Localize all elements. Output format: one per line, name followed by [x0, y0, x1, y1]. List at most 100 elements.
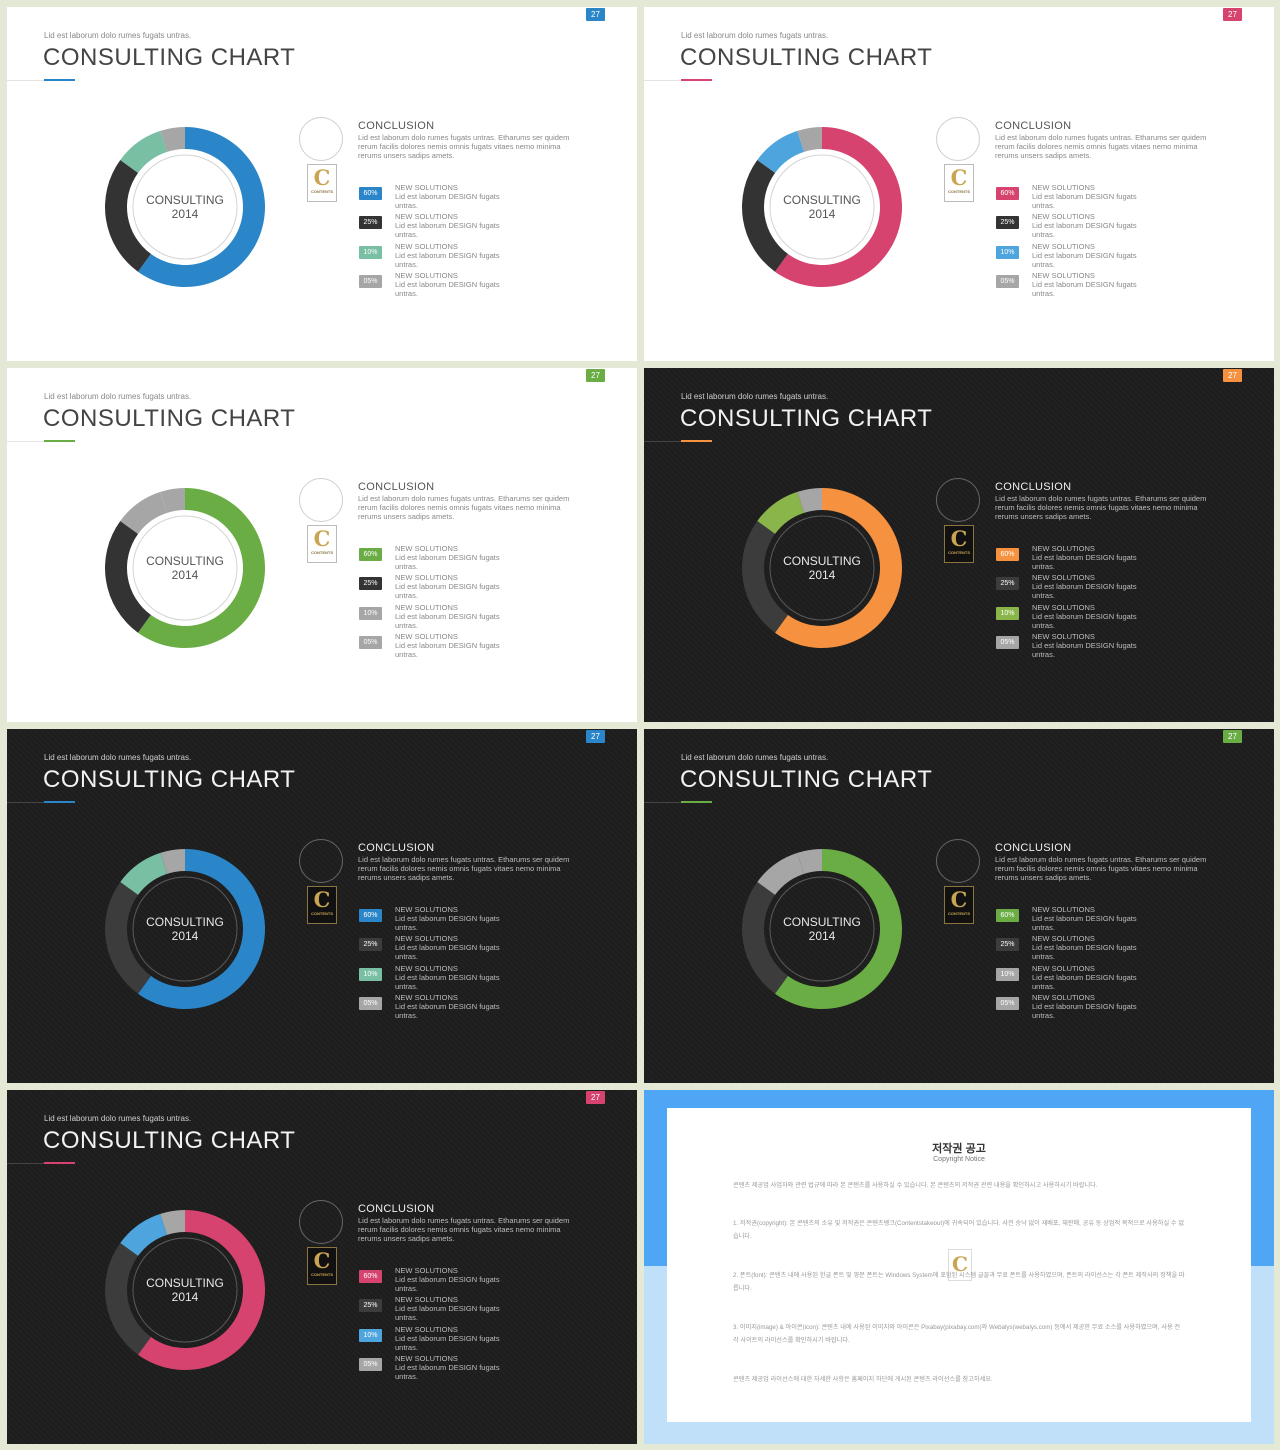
donut-center-label: CONSULTING 2014: [752, 915, 892, 943]
legend-item-text: Lid est laborum DESIGN fugats untras.: [395, 553, 500, 571]
title-underline: [7, 80, 75, 81]
notice-title: 저작권 공고: [932, 1143, 986, 1155]
legend-item: 60% NEW SOLUTIONS Lid est laborum DESIGN f…: [358, 905, 568, 934]
legend-item: 60% NEW SOLUTIONS Lid est laborum DESIGN f…: [995, 905, 1205, 934]
title-accent-bar: [44, 79, 75, 81]
donut-segment: [757, 130, 805, 173]
logo-circle: [299, 478, 343, 522]
legend-item-title: NEW SOLUTIONS: [395, 631, 458, 641]
donut-segment: [120, 491, 168, 534]
donut-segment: [774, 488, 903, 648]
legend-item-text: Lid est laborum DESIGN fugats untras.: [1032, 611, 1137, 630]
contents-logo: C CONTENTS: [307, 525, 337, 563]
legend-item-title: NEW SOLUTIONS: [1032, 963, 1095, 973]
legend-item: 05% NEW SOLUTIONS Lid est laborum DESIGN f…: [995, 993, 1205, 1022]
legend-item-title: NEW SOLUTIONS: [395, 934, 458, 944]
donut-segment: [160, 488, 185, 513]
legend-percent-badge: 10%: [359, 1328, 382, 1342]
legend-item-title: NEW SOLUTIONS: [1032, 183, 1095, 192]
title-accent-bar: [681, 440, 712, 442]
chart-legend: 60% NEW SOLUTIONS Lid est laborum DESIGN f…: [995, 905, 1205, 1022]
conclusion-text: Lid est laborum dolo rumes fugats untras…: [358, 133, 570, 160]
legend-percent-badge: 05%: [996, 274, 1019, 288]
logo-word: CONTENTS: [311, 550, 333, 555]
page-number-badge: 27: [586, 369, 605, 382]
legend-percent-badge: 60%: [359, 909, 382, 922]
legend-item: 05% NEW SOLUTIONS Lid est laborum DESIGN f…: [358, 993, 568, 1022]
legend-item-text: Lid est laborum DESIGN fugats untras.: [1032, 279, 1137, 298]
center-label-line: CONSULTING: [783, 554, 861, 568]
legend-item: 10% NEW SOLUTIONS Lid est laborum DESIGN f…: [358, 1325, 568, 1354]
legend-item-title: NEW SOLUTIONS: [1032, 573, 1095, 583]
chart-legend: 60% NEW SOLUTIONS Lid est laborum DESIGN f…: [995, 544, 1205, 661]
title-accent-bar: [44, 801, 75, 803]
legend-percent-badge: 05%: [359, 996, 382, 1010]
center-label-year: 2014: [171, 207, 199, 221]
donut-segment: [105, 881, 151, 994]
legend-item: 25% NEW SOLUTIONS Lid est laborum DESIGN f…: [995, 934, 1205, 963]
donut-center-label: CONSULTING 2014: [115, 1276, 255, 1304]
donut-inner-ring: [132, 876, 238, 982]
donut-chart: [742, 127, 903, 287]
chart-slide: 27 Lid est laborum dolo rumes fugats untr…: [7, 729, 637, 1083]
donut-segment: [120, 1213, 168, 1256]
chart-legend: 60% NEW SOLUTIONS Lid est laborum DESIGN f…: [358, 905, 568, 1022]
legend-percent-badge: 25%: [359, 1299, 382, 1313]
notice-paragraph: 콘텐츠 제공업 라이선스에 대한 자세한 사항은 홈페이지 하단에 게시된 콘텐…: [733, 1376, 993, 1383]
slide-title: CONSULTING CHART: [43, 1127, 296, 1154]
center-label-year: 2014: [171, 1290, 199, 1304]
title-underline: [644, 441, 712, 442]
conclusion-text: Lid est laborum dolo rumes fugats untras…: [995, 494, 1207, 521]
legend-item-text: Lid est laborum DESIGN fugats untras.: [1032, 972, 1137, 991]
legend-item: 25% NEW SOLUTIONS Lid est laborum DESIGN f…: [995, 573, 1205, 602]
legend-percent-badge: 25%: [359, 577, 382, 591]
donut-inner-ring: [132, 1237, 238, 1343]
logo-circle: [299, 1200, 343, 1244]
title-underline: [644, 80, 712, 81]
legend-percent-badge: 25%: [996, 938, 1019, 952]
center-label-line: CONSULTING: [783, 193, 861, 207]
copyright-notice-slide: 저작권 공고 Copyright Notice C 콘텐츠 제공업 사업자와 관…: [644, 1090, 1274, 1444]
conclusion-heading: CONCLUSION: [995, 120, 1072, 132]
contents-logo: C CONTENTS: [307, 1247, 337, 1285]
chart-slide: 27 Lid est laborum dolo rumes fugats untr…: [7, 7, 637, 361]
legend-item-title: NEW SOLUTIONS: [395, 602, 458, 612]
donut-segment: [774, 849, 903, 1009]
page-number-badge: 27: [1223, 730, 1242, 743]
chart-slide: 27 Lid est laborum dolo rumes fugats untr…: [7, 368, 637, 722]
legend-percent-badge: 10%: [996, 967, 1019, 981]
legend-item: 10% NEW SOLUTIONS Lid est laborum DESIGN f…: [995, 964, 1205, 993]
donut-segment: [160, 127, 185, 152]
notice-logo-watermark: C: [948, 1249, 972, 1281]
chart-legend: 60% NEW SOLUTIONS Lid est laborum DESIGN f…: [358, 544, 568, 661]
legend-item-text: Lid est laborum DESIGN fugats untras.: [1032, 582, 1137, 601]
legend-item-title: NEW SOLUTIONS: [1032, 544, 1095, 553]
legend-item-title: NEW SOLUTIONS: [395, 1266, 458, 1275]
legend-item-text: Lid est laborum DESIGN fugats untras.: [395, 192, 500, 210]
legend-item: 60% NEW SOLUTIONS Lid est laborum DESIGN f…: [358, 544, 568, 573]
legend-item: 10% NEW SOLUTIONS Lid est laborum DESIGN f…: [358, 242, 568, 271]
legend-item: 60% NEW SOLUTIONS Lid est laborum DESIGN f…: [358, 1266, 568, 1295]
legend-percent-badge: 25%: [996, 216, 1019, 230]
chart-slide: 27 Lid est laborum dolo rumes fugats untr…: [7, 1090, 637, 1444]
legend-percent-badge: 10%: [996, 245, 1019, 259]
chart-slide: 27 Lid est laborum dolo rumes fugats untr…: [644, 729, 1274, 1083]
legend-item: 25% NEW SOLUTIONS Lid est laborum DESIGN f…: [358, 212, 568, 241]
legend-item-title: NEW SOLUTIONS: [1032, 905, 1095, 914]
title-accent-bar: [44, 440, 75, 442]
donut-inner-ring: [769, 876, 875, 982]
legend-item-text: Lid est laborum DESIGN fugats untras.: [395, 221, 500, 240]
legend-item-title: NEW SOLUTIONS: [395, 1295, 458, 1305]
title-underline: [7, 802, 75, 803]
legend-item: 25% NEW SOLUTIONS Lid est laborum DESIGN f…: [358, 573, 568, 602]
slide-subtitle: Lid est laborum dolo rumes fugats untras…: [681, 31, 829, 40]
donut-inner-ring: [769, 154, 875, 260]
donut-segment: [757, 852, 805, 895]
donut-segment: [160, 849, 185, 874]
center-label-year: 2014: [171, 929, 199, 943]
legend-percent-badge: 60%: [996, 548, 1019, 561]
notice-paragraph: 1. 저작권(copyright): 본 콘텐츠의 소유 및 저작권은 콘텐츠뱅…: [733, 1220, 1185, 1240]
page-number-badge: 27: [1223, 369, 1242, 382]
contents-logo: C CONTENTS: [307, 886, 337, 924]
legend-item-text: Lid est laborum DESIGN fugats untras.: [395, 943, 500, 962]
